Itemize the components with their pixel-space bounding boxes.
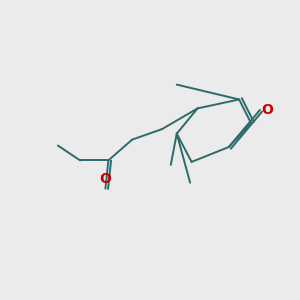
Text: O: O — [100, 172, 111, 186]
Text: O: O — [262, 103, 273, 117]
